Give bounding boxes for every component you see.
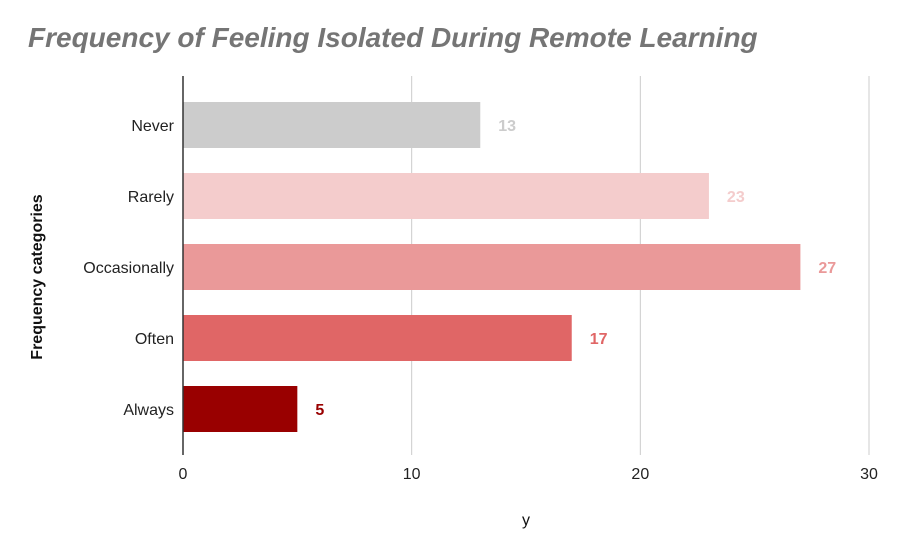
data-label-occasionally: 27 — [818, 260, 836, 277]
category-label-rarely: Rarely — [128, 189, 174, 206]
data-label-always: 5 — [315, 402, 324, 419]
category-labels: Never Rarely Occasionally Often Always — [83, 118, 174, 419]
bar-never — [183, 102, 481, 148]
bars — [183, 102, 801, 432]
bar-always — [183, 386, 298, 432]
x-axis-title: y — [522, 512, 530, 529]
data-labels: 13 23 27 17 5 — [315, 118, 836, 419]
data-label-never: 13 — [498, 118, 516, 135]
category-label-never: Never — [131, 118, 174, 135]
data-label-rarely: 23 — [727, 189, 745, 206]
x-tick-0: 0 — [179, 466, 188, 483]
x-tick-20: 20 — [631, 466, 649, 483]
data-label-often: 17 — [590, 331, 608, 348]
category-label-always: Always — [123, 402, 174, 419]
category-label-often: Often — [135, 331, 174, 348]
x-tick-30: 30 — [860, 466, 878, 483]
bar-rarely — [183, 173, 709, 219]
x-tick-labels: 0 10 20 30 — [179, 466, 878, 483]
bar-often — [183, 315, 572, 361]
x-tick-10: 10 — [403, 466, 421, 483]
y-axis-title: Frequency categories — [29, 194, 46, 360]
bar-occasionally — [183, 244, 801, 290]
category-label-occasionally: Occasionally — [83, 260, 174, 277]
chart-title: Frequency of Feeling Isolated During Rem… — [28, 22, 758, 53]
